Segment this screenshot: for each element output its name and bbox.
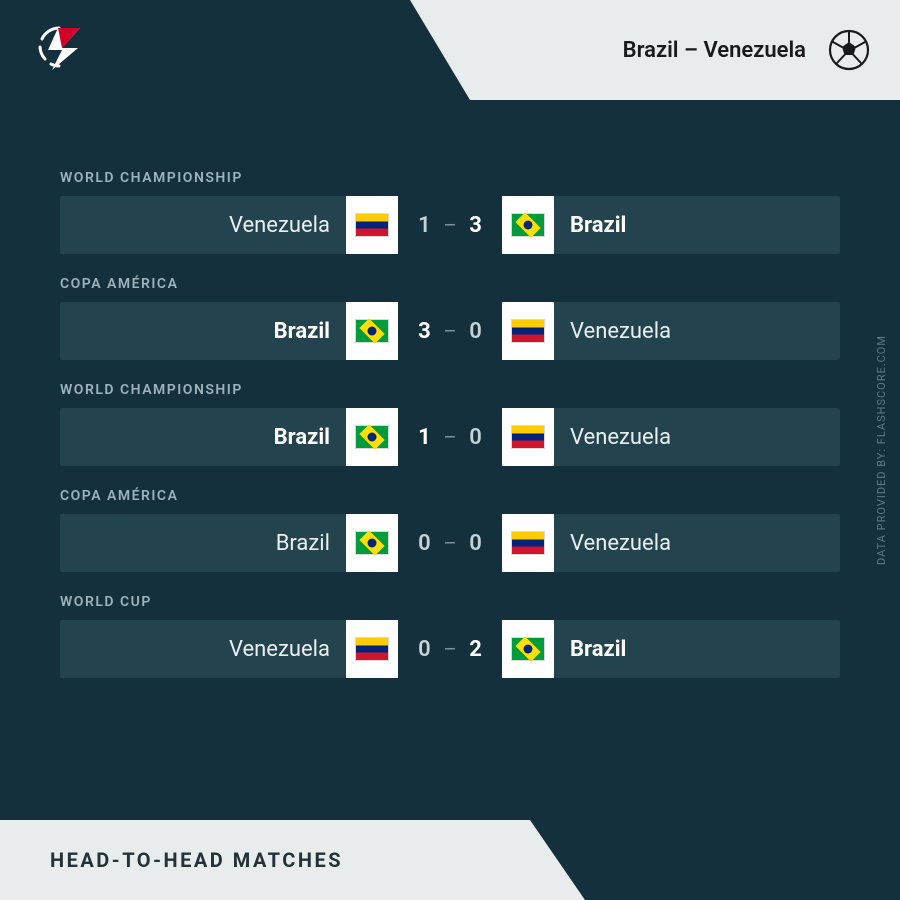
match-row[interactable]: Brazil 0–0 Venezuela — [60, 514, 840, 572]
score-dash: – — [443, 531, 456, 555]
score-dash: – — [443, 213, 456, 237]
home-score: 3 — [415, 319, 433, 344]
home-team-name: Venezuela — [213, 637, 346, 662]
data-credit: DATA PROVIDED BY: FLASHSCORE.COM — [875, 335, 888, 565]
away-team-name: Venezuela — [554, 319, 687, 344]
match-group: WORLD CHAMPIONSHIP Brazil 1–0 Venezuela — [60, 382, 840, 466]
footer: HEAD-TO-HEAD MATCHES — [0, 790, 900, 900]
flag-ve-icon — [512, 426, 544, 448]
competition-label: COPA AMÉRICA — [60, 488, 840, 504]
away-side: Brazil — [554, 620, 840, 678]
footer-title: HEAD-TO-HEAD MATCHES — [50, 848, 343, 872]
home-score: 0 — [415, 531, 433, 556]
match-group: WORLD CHAMPIONSHIP Venezuela 1–3 Brazil — [60, 170, 840, 254]
match-row[interactable]: Brazil 3–0 Venezuela — [60, 302, 840, 360]
home-flag — [346, 196, 398, 254]
home-side: Venezuela — [60, 620, 346, 678]
away-score: 0 — [467, 531, 485, 556]
away-flag — [502, 302, 554, 360]
score-dash: – — [443, 637, 456, 661]
flashscore-logo — [34, 22, 84, 72]
away-side: Venezuela — [554, 302, 840, 360]
match-group: COPA AMÉRICA Brazil 3–0 Venezuela — [60, 276, 840, 360]
away-score: 2 — [467, 637, 485, 662]
match-row[interactable]: Venezuela 1–3 Brazil — [60, 196, 840, 254]
away-score: 0 — [467, 425, 485, 450]
away-flag — [502, 408, 554, 466]
away-side: Venezuela — [554, 514, 840, 572]
score: 3–0 — [398, 302, 502, 360]
home-team-name: Brazil — [258, 425, 346, 450]
away-team-name: Venezuela — [554, 531, 687, 556]
match-row[interactable]: Venezuela 0–2 Brazil — [60, 620, 840, 678]
away-flag — [502, 196, 554, 254]
away-flag — [502, 514, 554, 572]
home-score: 0 — [415, 637, 433, 662]
home-side: Brazil — [60, 408, 346, 466]
score-dash: – — [443, 319, 456, 343]
home-side: Brazil — [60, 302, 346, 360]
flag-ve-icon — [356, 638, 388, 660]
home-score: 1 — [415, 425, 433, 450]
away-flag — [502, 620, 554, 678]
home-team-name: Venezuela — [213, 213, 346, 238]
flag-br-icon — [512, 638, 544, 660]
score: 0–0 — [398, 514, 502, 572]
score: 0–2 — [398, 620, 502, 678]
away-team-name: Venezuela — [554, 425, 687, 450]
flag-ve-icon — [356, 214, 388, 236]
flag-ve-icon — [512, 532, 544, 554]
competition-label: WORLD CHAMPIONSHIP — [60, 170, 840, 186]
flag-br-icon — [356, 426, 388, 448]
score-dash: – — [443, 425, 456, 449]
away-score: 0 — [467, 319, 485, 344]
away-side: Brazil — [554, 196, 840, 254]
competition-label: COPA AMÉRICA — [60, 276, 840, 292]
footer-bar: HEAD-TO-HEAD MATCHES — [0, 820, 530, 900]
away-team-name: Brazil — [554, 213, 642, 238]
header: Brazil – Venezuela — [0, 0, 900, 100]
home-flag — [346, 302, 398, 360]
home-flag — [346, 620, 398, 678]
match-group: WORLD CUP Venezuela 0–2 Brazil — [60, 594, 840, 678]
home-side: Brazil — [60, 514, 346, 572]
match-row[interactable]: Brazil 1–0 Venezuela — [60, 408, 840, 466]
flag-br-icon — [356, 320, 388, 342]
flag-ve-icon — [512, 320, 544, 342]
away-score: 3 — [467, 213, 485, 238]
home-flag — [346, 514, 398, 572]
competition-label: WORLD CUP — [60, 594, 840, 610]
soccer-ball-icon — [828, 29, 870, 71]
home-team-name: Brazil — [258, 319, 346, 344]
flag-br-icon — [356, 532, 388, 554]
score: 1–3 — [398, 196, 502, 254]
home-flag — [346, 408, 398, 466]
score: 1–0 — [398, 408, 502, 466]
home-score: 1 — [415, 213, 433, 238]
home-team-name: Brazil — [260, 531, 346, 556]
flag-br-icon — [512, 214, 544, 236]
away-side: Venezuela — [554, 408, 840, 466]
page-title: Brazil – Venezuela — [623, 38, 806, 63]
header-right: Brazil – Venezuela — [470, 0, 900, 100]
matches-list: WORLD CHAMPIONSHIPVenezuela1–3BrazilCOPA… — [60, 170, 840, 700]
competition-label: WORLD CHAMPIONSHIP — [60, 382, 840, 398]
home-side: Venezuela — [60, 196, 346, 254]
match-group: COPA AMÉRICA Brazil 0–0 Venezuela — [60, 488, 840, 572]
away-team-name: Brazil — [554, 637, 642, 662]
